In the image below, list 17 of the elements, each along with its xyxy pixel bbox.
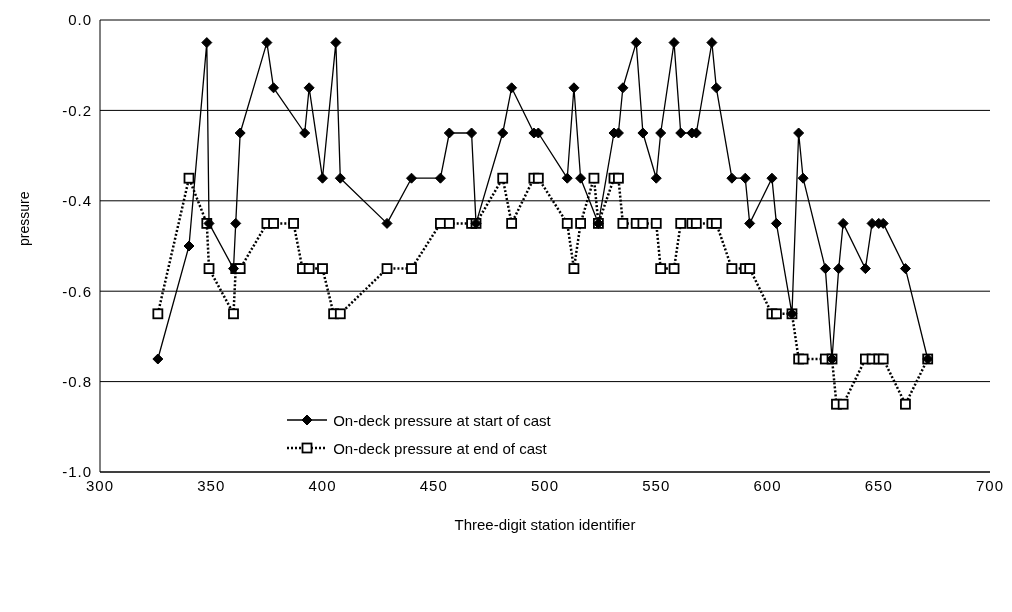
y-axis-title: pressure: [15, 191, 32, 246]
x-tick-label: 350: [197, 476, 226, 494]
x-tick-label: 600: [753, 476, 782, 494]
x-tick-label: 550: [642, 476, 671, 494]
x-tick-label: 400: [308, 476, 337, 494]
y-tick-label: -0.4: [62, 192, 92, 210]
x-tick-label: 500: [530, 476, 560, 494]
y-tick-label: -0.8: [62, 372, 92, 390]
x-tick-label: 700: [975, 476, 1005, 494]
y-tick-label: 0.0: [68, 11, 92, 29]
legend-label: On-deck pressure at end of cast: [333, 439, 547, 457]
y-tick-label: -0.2: [62, 101, 92, 119]
x-tick-label: 650: [864, 476, 893, 494]
x-tick-label: 450: [419, 476, 448, 494]
legend-label: On-deck pressure at start of cast: [333, 411, 551, 429]
x-axis-title: Three-digit station identifier: [454, 516, 636, 533]
y-tick-label: -0.6: [62, 282, 92, 300]
